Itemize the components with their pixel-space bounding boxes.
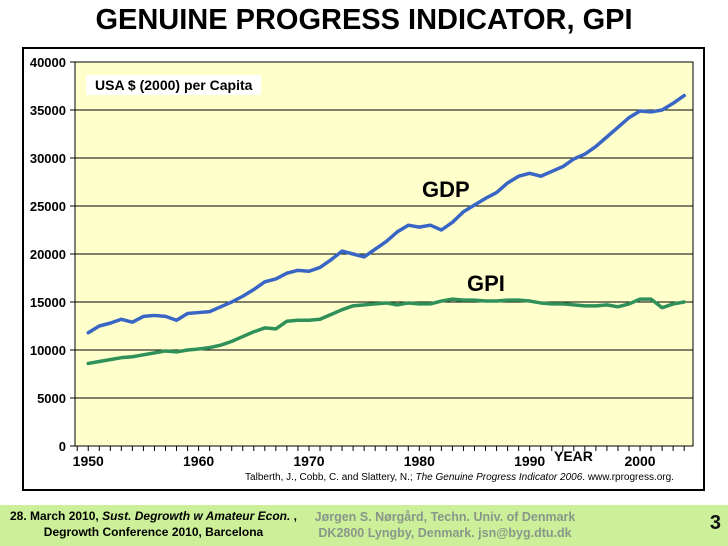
slide-title: GENUINE PROGRESS INDICATOR, GPI [95, 4, 633, 36]
footer-conference: Degrowth Conference 2010, Barcelona [43, 524, 264, 539]
svg-text:10000: 10000 [30, 343, 66, 358]
svg-text:35000: 35000 [30, 103, 66, 118]
footer-course: Sust. Degrowth w Amateur Econ. [102, 509, 294, 523]
svg-text:20000: 20000 [30, 247, 66, 262]
gpi-gdp-chart: 0 5000 10000 15000 20000 25000 30000 35000 40000… [22, 47, 705, 491]
citation-prefix: Talberth, J., Cobb, C. and Slattery, N.; [245, 472, 416, 483]
slide-page-number: 3 [709, 512, 721, 534]
unit-label: USA $ (2000) per Capita [86, 75, 262, 95]
svg-text:1980: 1980 [404, 453, 435, 469]
source-citation: Talberth, J., Cobb, C. and Slattery, N.;… [222, 472, 697, 483]
gdp-series-label: GDP [422, 177, 470, 202]
citation-title: The Genuine Progress Indicator 2006 [415, 472, 583, 483]
chart-canvas: 0 5000 10000 15000 20000 25000 30000 35000 40000… [30, 55, 694, 469]
svg-text:25000: 25000 [30, 199, 66, 214]
footer-author-info: Jørgen S. Nørgård, Techn. Univ. of Denma… [305, 509, 585, 542]
footer-address: DK2800 Lyngby, Denmark. jsn@byg.dtu.dk [318, 526, 572, 541]
x-axis-title: YEAR [554, 448, 593, 464]
citation-suffix: . www.rprogress.org. [582, 472, 674, 483]
svg-text:0: 0 [59, 439, 66, 454]
footer-event-info: 28. March 2010, Sust. Degrowth w Amateur… [10, 509, 297, 539]
svg-text:30000: 30000 [30, 151, 66, 166]
svg-text:1960: 1960 [183, 453, 214, 469]
footer-bar: 28. March 2010, Sust. Degrowth w Amateur… [0, 505, 728, 546]
svg-text:40000: 40000 [30, 55, 66, 70]
svg-text:1950: 1950 [73, 453, 104, 469]
svg-text:15000: 15000 [30, 295, 66, 310]
svg-text:2000: 2000 [624, 453, 655, 469]
svg-text:1990: 1990 [514, 453, 545, 469]
footer-date: 28. March 2010, [10, 509, 103, 523]
svg-text:5000: 5000 [37, 391, 66, 406]
gpi-series-label: GPI [467, 271, 505, 296]
footer-author: Jørgen S. Nørgård, Techn. Univ. of Denma… [314, 510, 576, 524]
svg-text:1970: 1970 [293, 453, 324, 469]
